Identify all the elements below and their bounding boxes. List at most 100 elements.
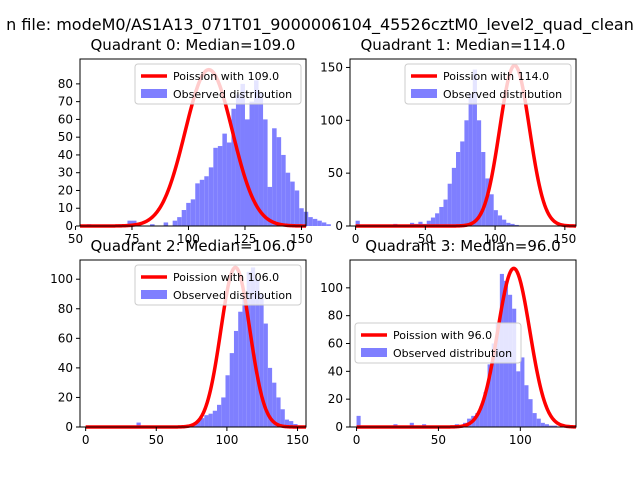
observed-bar [280, 409, 285, 427]
legend-label-poisson: Poission with 109.0 [173, 70, 279, 83]
observed-bar [225, 375, 230, 427]
observed-bar [217, 146, 223, 226]
y-tick-label: 0 [65, 219, 73, 233]
observed-bar [472, 69, 477, 226]
y-tick-label: 20 [58, 390, 73, 404]
observed-bar [272, 128, 277, 226]
observed-bar [512, 308, 517, 427]
observed-bar [231, 108, 236, 226]
observed-bar [489, 194, 494, 226]
observed-bar [229, 353, 234, 427]
x-tick-label: 75 [124, 232, 139, 246]
y-tick-label: 60 [328, 337, 343, 351]
observed-bar [476, 120, 482, 226]
observed-bar [254, 80, 259, 226]
observed-bar [308, 217, 313, 226]
observed-bar [221, 397, 226, 427]
x-tick-label: 150 [553, 232, 576, 246]
x-tick-label: 50 [418, 232, 433, 246]
legend-bar-swatch [141, 89, 167, 98]
observed-bar [285, 172, 291, 226]
observed-bar [276, 397, 281, 427]
observed-bar [195, 421, 201, 427]
legend-label-observed: Observed distribution [393, 347, 512, 360]
observed-bar [244, 119, 250, 226]
observed-bar [317, 220, 322, 226]
observed-bars [86, 80, 331, 227]
legend: Poission with 106.0 Observed distribution [134, 264, 302, 306]
legend-bar-swatch [411, 89, 437, 98]
observed-bar [356, 415, 361, 427]
observed-bar [514, 224, 519, 226]
observed-bar [516, 371, 521, 427]
observed-bar [208, 167, 214, 226]
observed-bar [233, 330, 239, 427]
observed-bar [240, 83, 245, 227]
axes-frame [79, 259, 307, 428]
legend-label-observed: Observed distribution [173, 289, 292, 302]
observed-bar [181, 210, 187, 226]
observed-bar [435, 213, 440, 226]
legend-label-poisson: Poission with 114.0 [443, 70, 549, 83]
observed-bar [204, 415, 209, 427]
observed-bar [506, 222, 511, 226]
x-tick-label: 100 [177, 232, 200, 246]
legend-box [134, 63, 302, 105]
legend-label-observed: Observed distribution [443, 88, 562, 101]
observed-bar [294, 190, 300, 226]
y-tick-label: 40 [58, 361, 73, 375]
observed-bar [226, 142, 232, 226]
x-tick-label: 50 [149, 433, 164, 447]
observed-bar [263, 323, 268, 427]
y-tick-label: 60 [58, 112, 73, 126]
observed-bars [355, 69, 519, 226]
y-tick-label: 50 [328, 166, 343, 180]
observed-bar [217, 404, 222, 427]
observed-bar [249, 101, 255, 226]
y-tick-label: 150 [320, 60, 343, 74]
y-tick-label: 100 [320, 113, 343, 127]
y-tick-label: 10 [58, 201, 73, 215]
observed-bar [418, 221, 423, 226]
observed-bar [447, 183, 452, 226]
y-tick-label: 20 [58, 183, 73, 197]
observed-bar [204, 176, 209, 226]
y-tick-label: 80 [58, 77, 73, 91]
observed-bar [548, 425, 554, 427]
panel-3: Quadrant 3: Median=96.0 0 50 100 0 20 40 60 80 10… [320, 237, 577, 447]
observed-bar [172, 220, 178, 226]
observed-bar [200, 418, 205, 427]
observed-bar [195, 183, 200, 226]
observed-bar [267, 367, 273, 427]
observed-bar [430, 217, 436, 226]
observed-bar [213, 147, 218, 226]
legend-bar-swatch [361, 348, 387, 357]
legend-box [354, 322, 522, 364]
observed-bar [263, 119, 268, 226]
x-tick-label: 125 [234, 232, 257, 246]
x-tick-label: 100 [484, 232, 507, 246]
observed-bar [289, 421, 294, 427]
y-tick-label: 40 [328, 364, 343, 378]
observed-bar [284, 419, 290, 427]
x-tick-label: 150 [290, 232, 313, 246]
legend-label-poisson: Poission with 96.0 [393, 329, 492, 342]
observed-bar [276, 137, 282, 226]
panel-title: Quadrant 0: Median=109.0 [91, 36, 296, 54]
observed-bar [255, 279, 260, 427]
x-tick-label: 0 [82, 433, 90, 447]
legend: Poission with 109.0 Observed distribution [134, 63, 302, 105]
observed-bar [502, 219, 507, 226]
observed-bar [524, 385, 529, 427]
panel-0: Quadrant 0: Median=109.0 50 75 100 125 150 0 10… [58, 36, 331, 246]
observed-bar [136, 422, 141, 427]
x-tick-label: 100 [509, 433, 532, 447]
observed-bar [321, 222, 327, 226]
y-tick-label: 0 [335, 420, 343, 434]
observed-bar [208, 413, 213, 427]
observed-bar [426, 220, 431, 226]
y-tick-label: 20 [328, 392, 343, 406]
y-tick-label: 0 [335, 219, 343, 233]
x-tick-label: 0 [352, 232, 360, 246]
